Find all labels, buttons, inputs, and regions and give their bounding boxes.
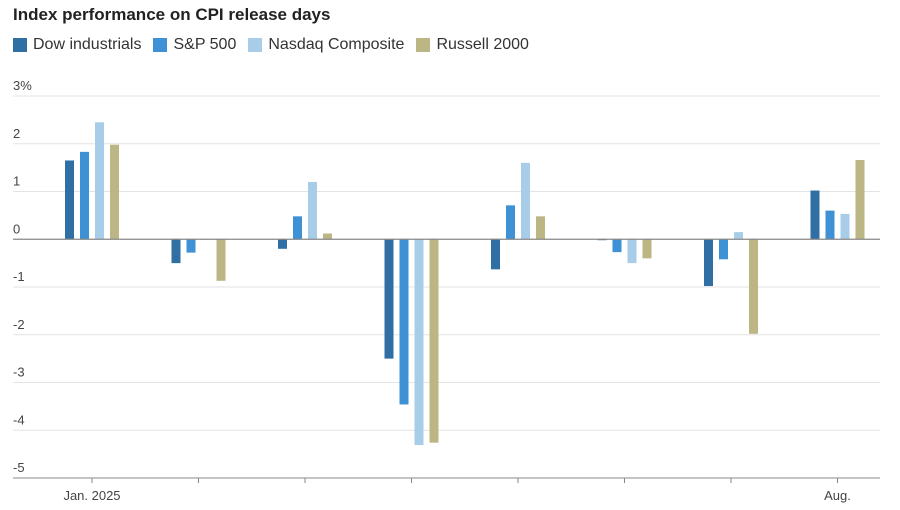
bar	[308, 181, 317, 240]
bar	[80, 151, 89, 240]
legend-item-nasdaq: Nasdaq Composite	[248, 36, 404, 54]
y-tick-label: 1	[13, 174, 20, 189]
bar	[704, 239, 713, 287]
legend-swatch-sp500	[153, 38, 168, 52]
bar	[216, 239, 226, 281]
y-axis: 3% 2 1 0 -1 -2 -3 -4 -5	[13, 78, 32, 475]
bar	[293, 216, 302, 240]
x-tick-label: Aug.	[824, 488, 851, 503]
y-tick-label: -1	[13, 269, 25, 284]
bar	[110, 144, 119, 240]
y-tick-label: -3	[13, 365, 25, 380]
bar	[840, 213, 850, 240]
y-tick-label: -4	[13, 412, 25, 427]
y-tick-label: -5	[13, 460, 25, 475]
bar	[749, 239, 758, 334]
bar	[95, 122, 104, 240]
x-axis: Jan. 2025 Aug.	[13, 477, 880, 503]
bar	[171, 239, 181, 264]
bar	[536, 216, 545, 240]
y-tick-label: 0	[13, 221, 20, 236]
bar	[627, 239, 637, 264]
bar	[414, 239, 424, 446]
legend-label-nasdaq: Nasdaq Composite	[268, 36, 405, 53]
bar	[384, 239, 394, 359]
x-tick-label: Jan. 2025	[63, 488, 120, 503]
legend-swatch-nasdaq	[248, 38, 263, 52]
legend-label-sp500: S&P 500	[173, 36, 237, 53]
legend-label-dow: Dow industrials	[33, 36, 142, 53]
y-tick-label: 2	[13, 126, 20, 141]
y-tick-label: -2	[13, 317, 25, 332]
chart-title: Index performance on CPI release days	[13, 5, 331, 24]
bar	[186, 239, 196, 253]
y-tick-label: 3%	[13, 78, 32, 93]
bar	[734, 232, 743, 240]
legend-item-dow: Dow industrials	[13, 36, 141, 54]
bar	[429, 239, 439, 443]
bar	[855, 159, 865, 240]
bar	[719, 239, 728, 260]
bar	[491, 239, 500, 270]
legend-swatch-dow	[13, 38, 27, 52]
legend-item-sp500: S&P 500	[153, 36, 236, 54]
bar	[642, 239, 652, 259]
bar	[65, 160, 74, 240]
bar	[612, 239, 622, 253]
bar	[810, 190, 820, 240]
bar	[399, 239, 409, 405]
bar	[521, 162, 530, 240]
bar	[278, 239, 287, 249]
bar	[506, 205, 515, 240]
bar	[825, 210, 835, 240]
bars	[65, 122, 865, 446]
legend: Dow industrials S&P 500 Nasdaq Composite…	[13, 36, 541, 54]
bar	[323, 233, 332, 240]
legend-label-russell: Russell 2000	[436, 36, 529, 53]
legend-item-russell: Russell 2000	[416, 36, 529, 54]
legend-swatch-russell	[416, 38, 431, 52]
